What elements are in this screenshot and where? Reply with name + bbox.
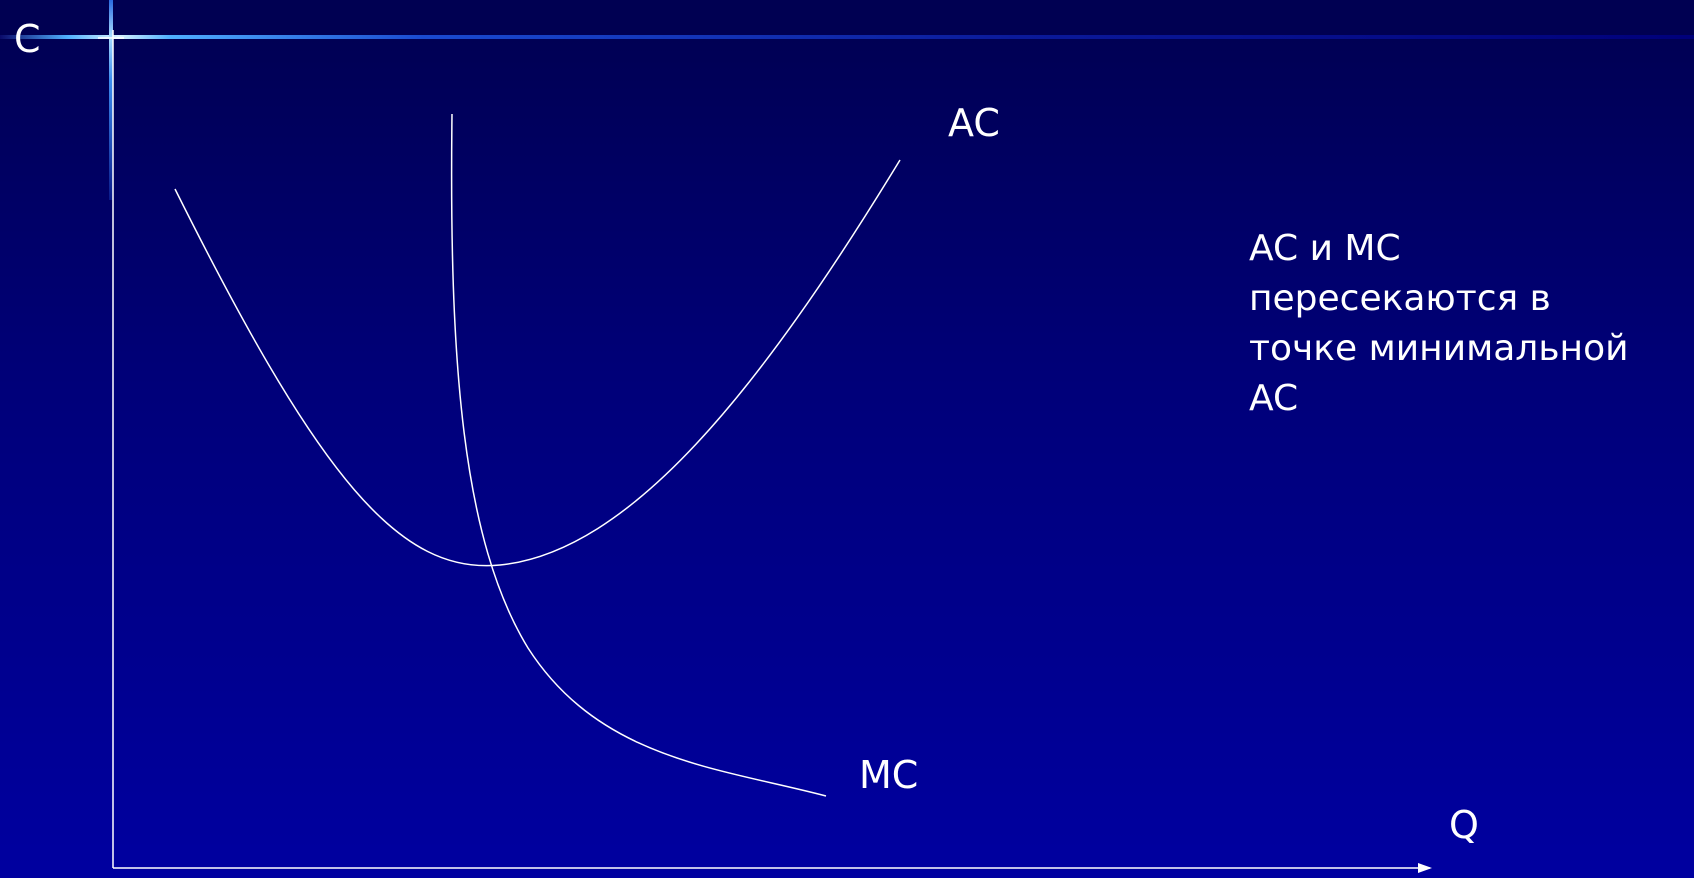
y-axis-label: C — [14, 17, 41, 61]
ac-curve-label: AC — [948, 101, 1000, 145]
vertical-accent-bar — [109, 0, 113, 200]
ac-curve — [174, 159, 901, 567]
horizontal-accent-bar — [0, 35, 1694, 39]
note-line-3: точке минимальной — [1249, 328, 1629, 369]
mc-curve — [450, 113, 827, 797]
x-axis-label: Q — [1449, 803, 1479, 847]
note-line-1: AC и MC — [1249, 228, 1401, 269]
note-line-4: AC — [1249, 378, 1299, 419]
slide-header-band — [0, 0, 1694, 38]
explanation-note: AC и MC пересекаются в точке минимальной… — [1249, 224, 1689, 424]
note-line-2: пересекаются в — [1249, 278, 1551, 319]
mc-curve-label: MC — [859, 753, 919, 797]
